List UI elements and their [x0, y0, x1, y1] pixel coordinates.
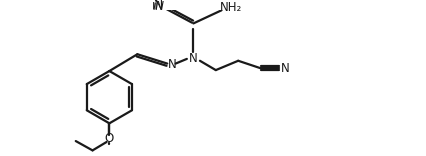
Text: iN: iN: [152, 0, 164, 12]
Text: NH₂: NH₂: [220, 1, 242, 14]
Text: N: N: [280, 62, 289, 75]
Text: O: O: [105, 132, 114, 145]
Text: N: N: [167, 58, 176, 71]
Text: N: N: [189, 52, 198, 65]
Text: iN: iN: [153, 0, 165, 13]
